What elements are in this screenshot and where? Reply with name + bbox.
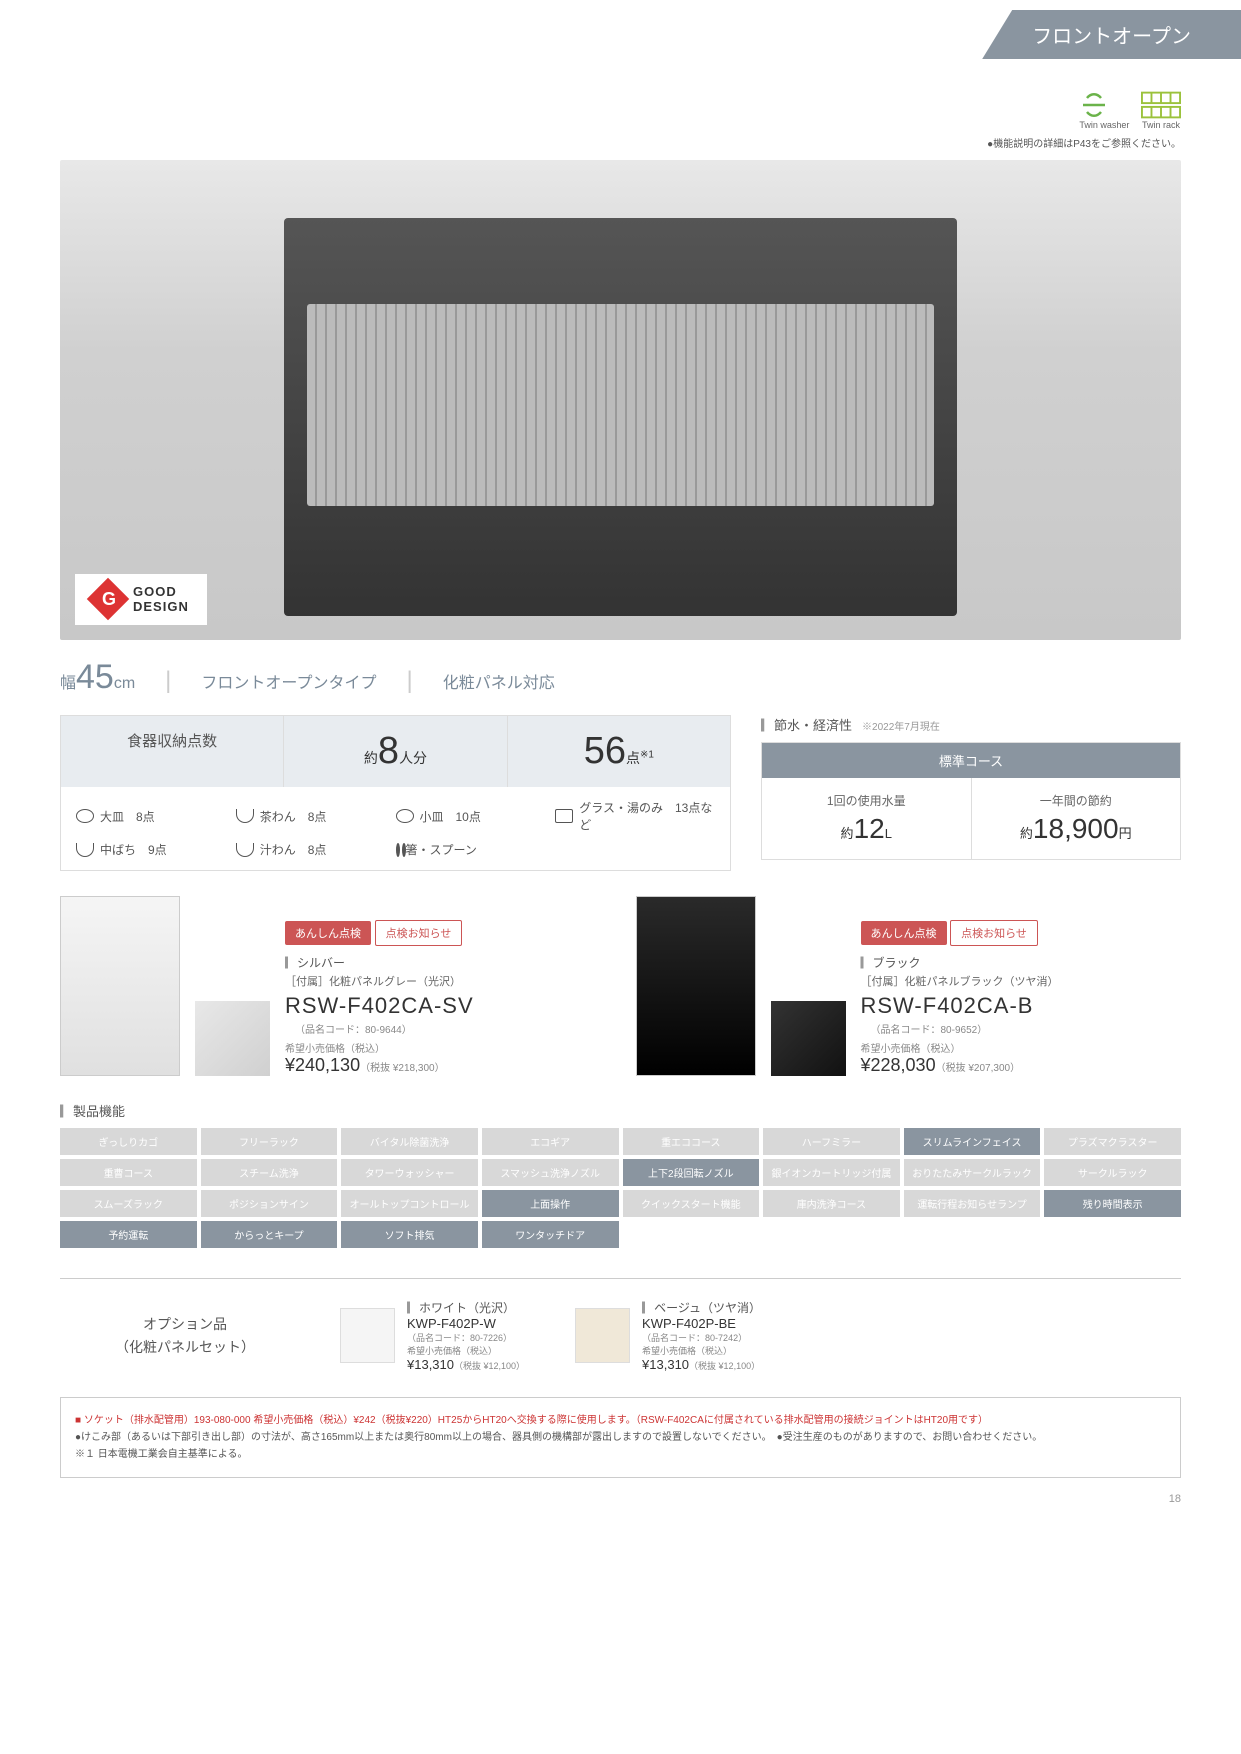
feature-chip: クイックスタート機能	[623, 1190, 760, 1217]
feature-chip: 上面操作	[482, 1190, 619, 1217]
features-header: 製品機能	[60, 1101, 1181, 1120]
dish-item: 箸・スプーン	[396, 841, 556, 858]
panel-swatch	[195, 1001, 270, 1076]
dish-item: 中ばち 9点	[76, 841, 236, 858]
hero-image: GOODDESIGN	[60, 160, 1181, 640]
feature-chip: プラズマクラスター	[1044, 1128, 1181, 1155]
twin-washer-icon	[1079, 90, 1119, 120]
dish-item: 茶わん 8点	[236, 799, 396, 833]
feature-chip: タワーウォッシャー	[341, 1159, 478, 1186]
feature-chip: スリムラインフェイス	[904, 1128, 1041, 1155]
feature-chip: スムーズラック	[60, 1190, 197, 1217]
feature-chip: フリーラック	[201, 1128, 338, 1155]
spec-row: 幅45cm | フロントオープンタイプ | 化粧パネル対応	[60, 658, 1181, 697]
product-card: あんしん点検 点検お知らせ シルバー ［付属］化粧パネルグレー（光沢） RSW-…	[60, 896, 606, 1076]
feature-chip: ハーフミラー	[763, 1128, 900, 1155]
product-card: あんしん点検 点検お知らせ ブラック ［付属］化粧パネルブラック（ツヤ消） RS…	[636, 896, 1182, 1076]
badge-anshin: あんしん点検	[285, 921, 371, 945]
option-item: ホワイト（光沢） KWP-F402P-W （品名コード：80-7226） 希望小…	[340, 1299, 525, 1372]
feature-chip: エコギア	[482, 1128, 619, 1155]
feature-chip: おりたたみサークルラック	[904, 1159, 1041, 1186]
feature-chip: ポジションサイン	[201, 1190, 338, 1217]
product-photo	[636, 896, 756, 1076]
category-tab: フロントオープン	[982, 10, 1241, 59]
feature-chip: バイタル除菌洗浄	[341, 1128, 478, 1155]
option-item: ベージュ（ツヤ消） KWP-F402P-BE （品名コード：80-7242） 希…	[575, 1299, 761, 1372]
feature-chip: 重曹コース	[60, 1159, 197, 1186]
badge-tenken: 点検お知らせ	[375, 920, 463, 946]
badge-tenken: 点検お知らせ	[950, 920, 1038, 946]
feature-chip: 重エココース	[623, 1128, 760, 1155]
feature-icons: Twin washer Twin rack	[60, 90, 1181, 130]
feature-chip: 残り時間表示	[1044, 1190, 1181, 1217]
dish-item: 汁わん 8点	[236, 841, 396, 858]
product-photo	[60, 896, 180, 1076]
option-swatch	[340, 1308, 395, 1363]
features-grid: ぎっしりカゴフリーラックバイタル除菌洗浄エコギア重エココースハーフミラースリムラ…	[60, 1128, 1181, 1248]
options-row: オプション品（化粧パネルセット） ホワイト（光沢） KWP-F402P-W （品…	[60, 1299, 1181, 1372]
feature-chip: スマッシュ洗浄ノズル	[482, 1159, 619, 1186]
panel-swatch	[771, 1001, 846, 1076]
footnotes: ■ ソケット（排水配管用）193-080-000 希望小売価格（税込）¥242（…	[60, 1397, 1181, 1478]
feature-chip: 銀イオンカートリッジ付属	[763, 1159, 900, 1186]
page-number: 18	[60, 1493, 1181, 1505]
badge-anshin: あんしん点検	[861, 921, 947, 945]
dish-item: 大皿 8点	[76, 799, 236, 833]
dish-item: 小皿 10点	[396, 799, 556, 833]
option-swatch	[575, 1308, 630, 1363]
feature-chip: 運転行程お知らせランプ	[904, 1190, 1041, 1217]
twin-rack-icon	[1141, 90, 1181, 120]
note-p43: ●機能説明の詳細はP43をご参照ください。	[60, 135, 1181, 150]
feature-chip: 上下2段回転ノズル	[623, 1159, 760, 1186]
dish-item: グラス・湯のみ 13点など	[555, 799, 715, 833]
feature-chip: ソフト排気	[341, 1221, 478, 1248]
feature-chip: 庫内洗浄コース	[763, 1190, 900, 1217]
feature-chip: オールトップコントロール	[341, 1190, 478, 1217]
feature-chip: スチーム洗浄	[201, 1159, 338, 1186]
feature-chip: からっとキープ	[201, 1221, 338, 1248]
feature-chip: サークルラック	[1044, 1159, 1181, 1186]
eco-table: 標準コース 1回の使用水量約12L 一年間の節約約18,900円	[761, 742, 1181, 860]
feature-chip: 予約運転	[60, 1221, 197, 1248]
feature-chip: ワンタッチドア	[482, 1221, 619, 1248]
eco-header: 節水・経済性※2022年7月現在	[761, 715, 1181, 734]
good-design-badge: GOODDESIGN	[75, 574, 207, 625]
feature-chip: ぎっしりカゴ	[60, 1128, 197, 1155]
capacity-table: 食器収納点数 約8人分 56点※1 大皿 8点茶わん 8点小皿 10点グラス・湯…	[60, 715, 731, 871]
